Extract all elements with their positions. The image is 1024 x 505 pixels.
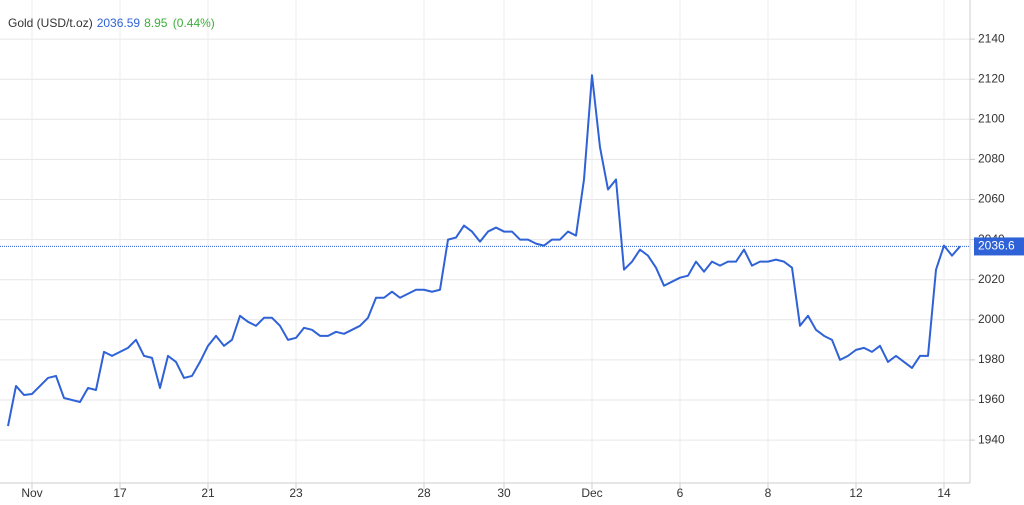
x-tick-label: 23 [289, 486, 303, 500]
header: Gold (USD/t.oz) 2036.59 8.95 (0.44%) [8, 16, 219, 30]
x-tick-label: 30 [497, 486, 511, 500]
x-tick-label: 21 [201, 486, 215, 500]
y-tick-label: 2120 [978, 71, 1005, 85]
x-tick-label: Dec [581, 486, 602, 500]
price-line [7, 74, 961, 427]
change: 8.95 [144, 16, 168, 30]
price: 2036.59 [96, 16, 141, 30]
y-tick-label: 1940 [978, 432, 1005, 446]
x-tick-label: Nov [21, 486, 42, 500]
x-tick-label: 12 [849, 486, 863, 500]
y-tick-label: 2060 [978, 192, 1005, 206]
last-price-box [974, 237, 1024, 256]
x-tick-label: 8 [765, 486, 772, 500]
change-pct: (0.44%) [172, 16, 215, 30]
x-tick-label: 28 [417, 486, 431, 500]
x-tick-label: 17 [113, 486, 127, 500]
y-tick-label: 2080 [978, 152, 1005, 166]
x-tick-label: 6 [677, 486, 684, 500]
y-tick-label: 2100 [978, 111, 1005, 125]
chart-title: Gold (USD/t.oz) [8, 16, 93, 30]
y-tick-label: 1960 [978, 392, 1005, 406]
y-tick-label: 1980 [978, 352, 1005, 366]
y-tick-label: 2000 [978, 312, 1005, 326]
y-tick-label: 2020 [978, 272, 1005, 286]
y-tick-label: 2140 [978, 31, 1005, 45]
x-tick-label: 14 [937, 486, 951, 500]
last-price-label: 2036.6 [978, 239, 1015, 253]
